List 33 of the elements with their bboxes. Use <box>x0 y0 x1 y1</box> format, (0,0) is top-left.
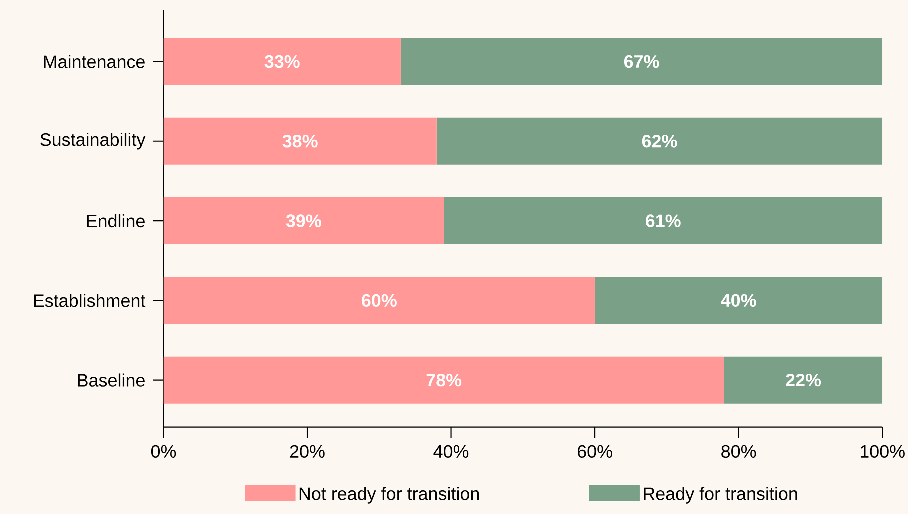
data-label: 33% <box>264 55 300 68</box>
y-tick-label: Maintenance <box>44 55 145 68</box>
bar <box>444 197 883 244</box>
x-tick-label: 80% <box>722 445 756 458</box>
x-tick-label: 100% <box>860 445 905 458</box>
data-label: 62% <box>642 134 678 148</box>
bar <box>164 38 401 86</box>
x-tick-label: 20% <box>290 445 325 458</box>
y-tick-label: Endline <box>87 214 145 228</box>
data-label: 60% <box>362 294 397 307</box>
bar <box>400 38 883 86</box>
bar <box>436 118 883 165</box>
data-label: 39% <box>286 214 322 228</box>
data-label: 61% <box>646 214 681 228</box>
bar <box>164 197 444 244</box>
y-tick-label: Baseline <box>78 374 145 387</box>
bar <box>164 356 724 404</box>
legend-label: Ready for transition <box>644 487 798 504</box>
x-tick-label: 40% <box>434 445 469 458</box>
bar <box>724 356 883 404</box>
data-label: 40% <box>721 294 756 307</box>
y-tick-label: Sustainability <box>40 132 146 150</box>
y-tick-label: Establishment <box>34 294 146 308</box>
legend-label: Not ready for transition <box>300 487 480 504</box>
data-label: 22% <box>786 374 822 387</box>
bar <box>164 277 596 324</box>
bar <box>164 118 437 165</box>
data-label: 67% <box>624 55 660 68</box>
x-tick-label: 0% <box>151 445 176 458</box>
x-tick-label: 60% <box>578 445 612 458</box>
data-label: 78% <box>426 374 462 387</box>
data-label: 38% <box>282 134 318 148</box>
bar <box>595 277 883 324</box>
